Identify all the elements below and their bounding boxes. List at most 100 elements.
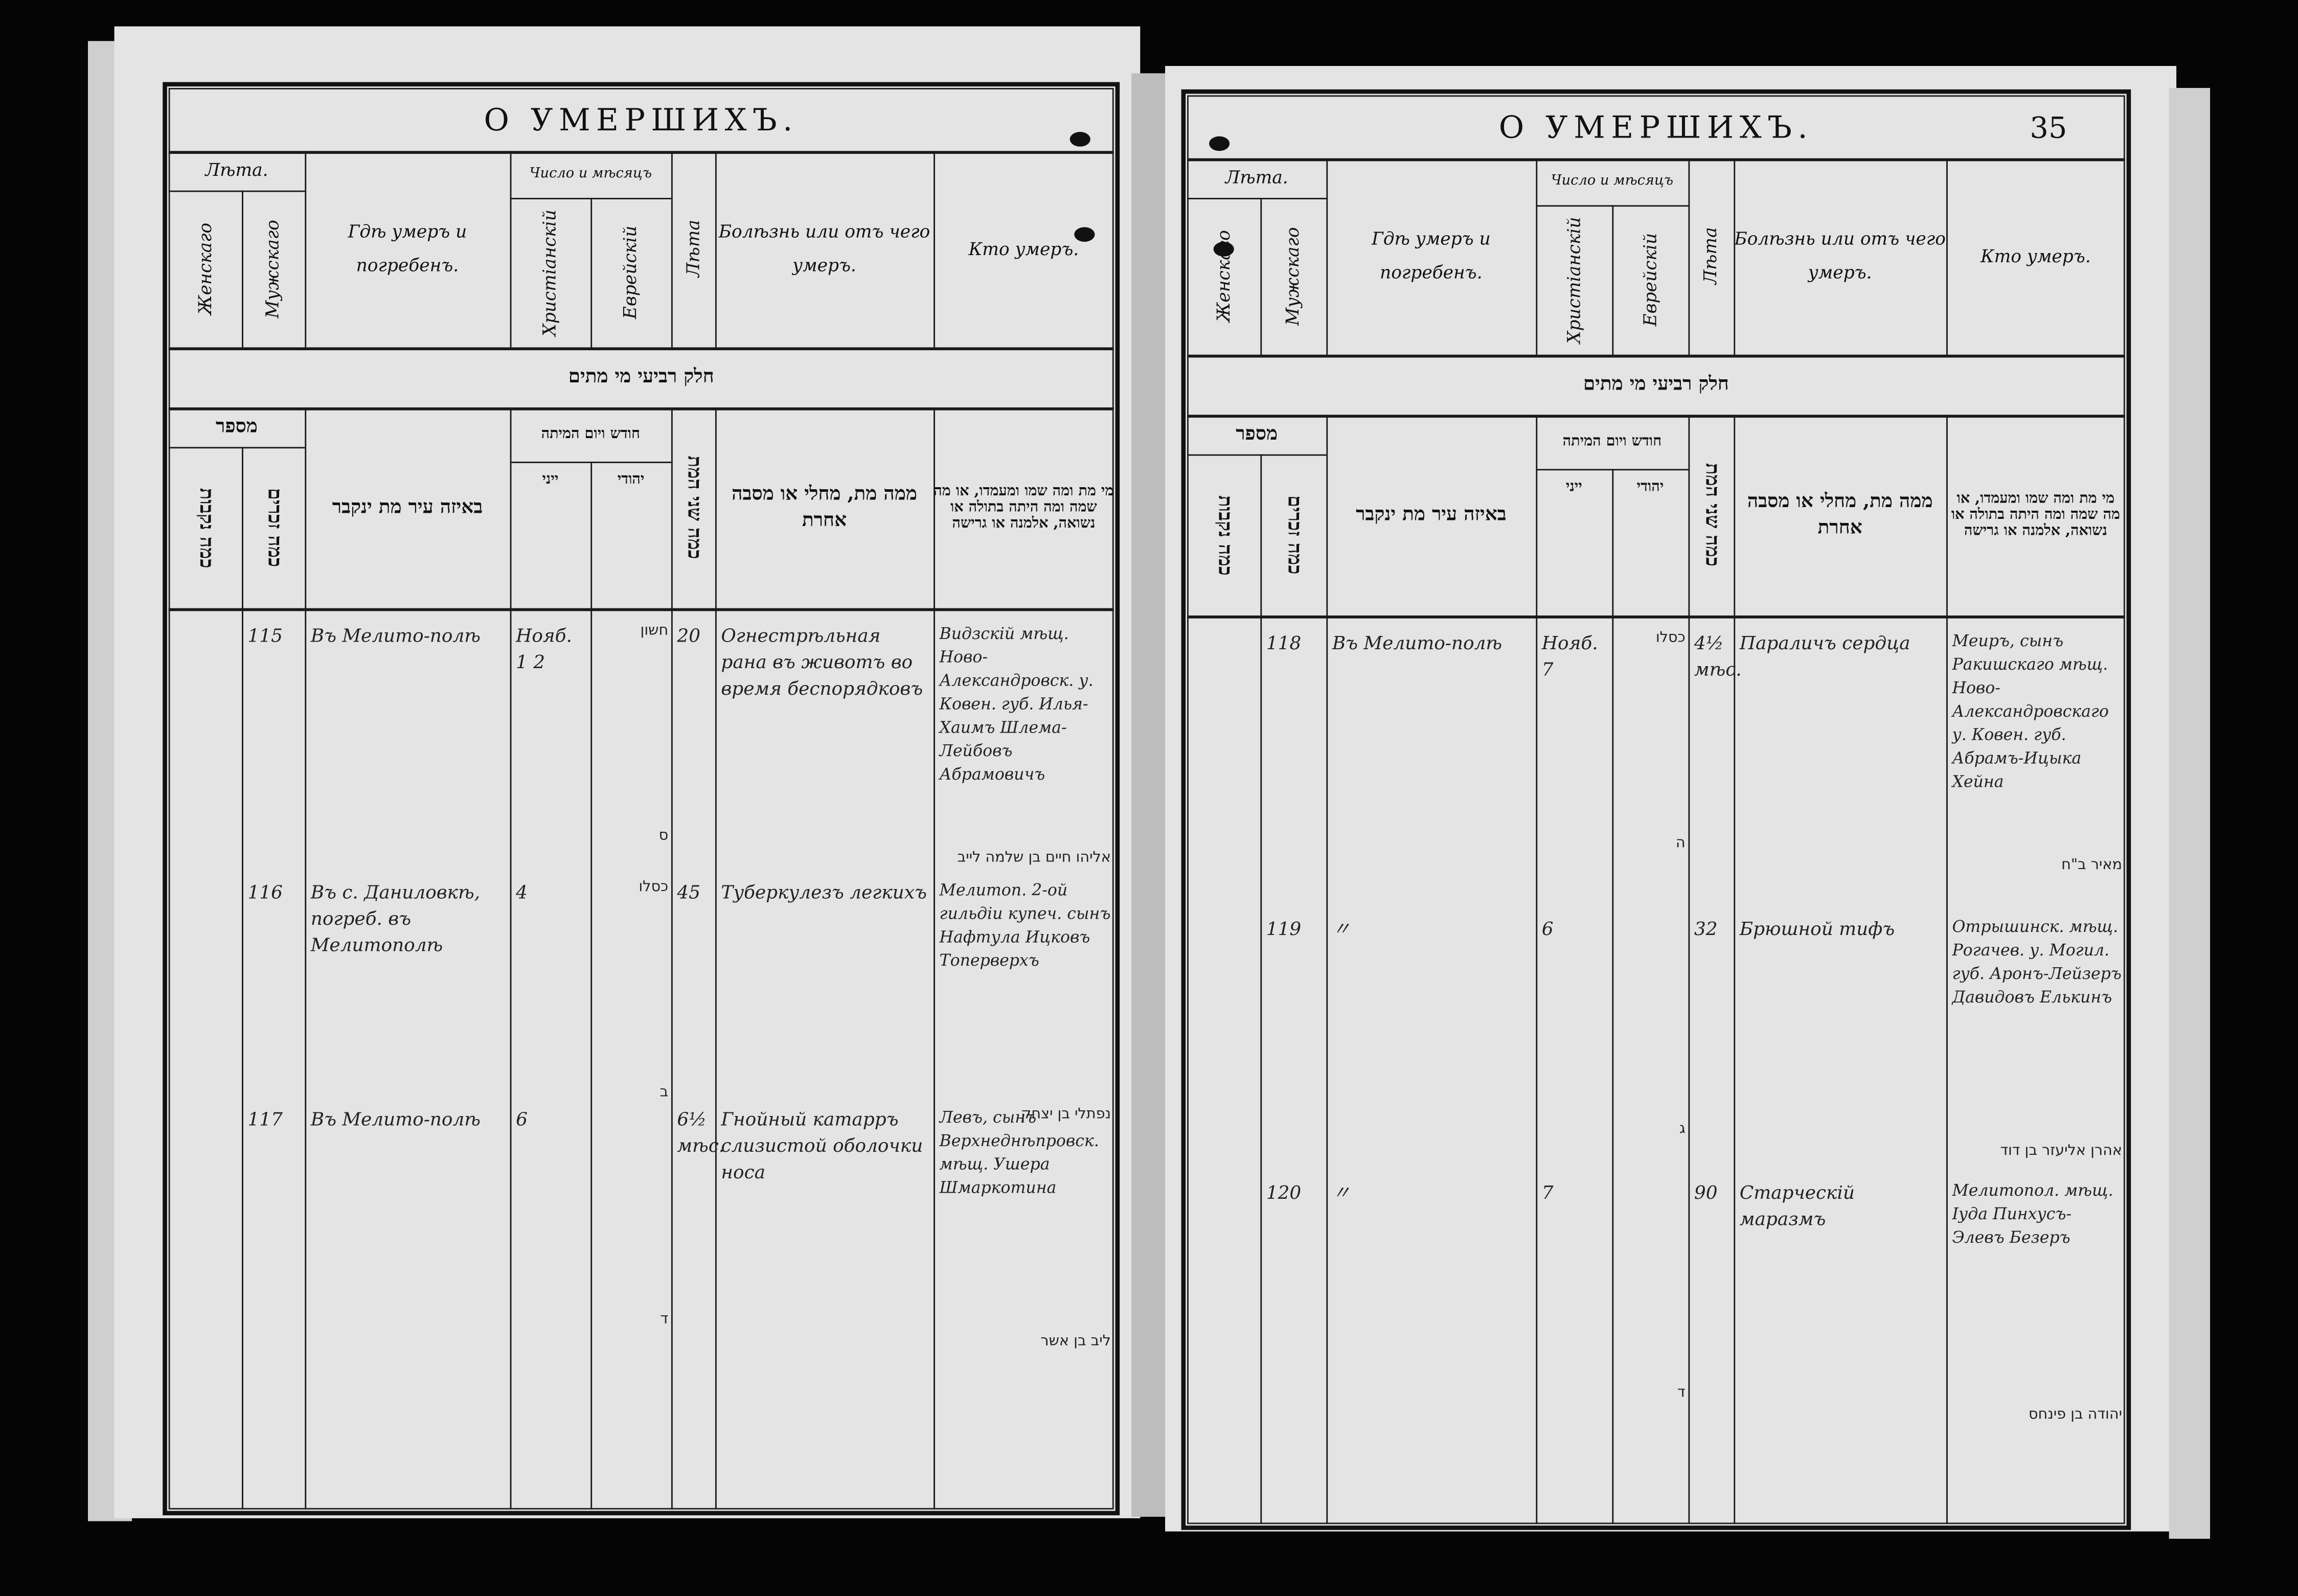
- entry-who-died: Мелитоп. 2-ой гильдіи купеч. сынъ Нафтул…: [939, 880, 1111, 970]
- column-divider: [1612, 205, 1614, 355]
- header-where-died: Гдѣ умеръ и погребенъ.: [348, 221, 467, 276]
- entry-place: Въ Мелито-полѣ: [1332, 631, 1503, 654]
- column-divider: [934, 151, 936, 348]
- entry-jewish-date: חשון: [640, 623, 669, 639]
- he-header-christian: ייני: [542, 472, 559, 488]
- entry-age: 20: [677, 624, 701, 647]
- entry-cause: Гнойный катарръ слизистой оболочки носа: [721, 1108, 923, 1183]
- column-divider: [671, 151, 673, 348]
- column-divider: [671, 407, 673, 1510]
- header-female: Женскаго: [1187, 198, 1260, 355]
- entry-jewish-date: כסלו: [1655, 630, 1686, 647]
- column-divider: [510, 151, 512, 348]
- vertical-label: כמה שני המת: [682, 456, 705, 560]
- entry-number: 116: [247, 880, 283, 903]
- column-divider: [1688, 415, 1691, 1524]
- row-divider: [1187, 415, 2125, 417]
- vertical-label: כמה זכרים: [1283, 495, 1305, 575]
- row-divider: [1187, 454, 1327, 456]
- entry-place: Въ Мелито-полѣ: [310, 1108, 481, 1130]
- entry-jewish-day: ד: [1677, 1385, 1686, 1401]
- he-header-female: כמה נקבות: [169, 447, 242, 608]
- row-divider: [168, 347, 1114, 350]
- header-christian-date: Христіанскій: [510, 198, 591, 347]
- column-divider: [590, 198, 593, 348]
- he-header-christian: ייני: [1565, 479, 1582, 495]
- he-header-number: מספר: [216, 416, 258, 438]
- column-divider: [242, 190, 244, 348]
- row-divider: [1187, 354, 2125, 357]
- column-divider: [1326, 415, 1329, 1524]
- column-divider: [1260, 454, 1263, 1524]
- header-date: Число и мѣсяцъ: [529, 166, 652, 183]
- vertical-label: Мужскаго: [262, 219, 283, 318]
- header-female: Женскаго: [169, 191, 242, 348]
- he-header-where: באיזה עיר מת ינקבר: [1356, 504, 1507, 526]
- he-header-who: מי מת ומה שמו ומעמדו, או מה שמה ומה היתה…: [934, 484, 1114, 532]
- entry-number: 117: [247, 1108, 283, 1130]
- entry-cause: Брюшной тифъ: [1739, 917, 1895, 940]
- entry-who-hebrew: ליב בן אשר: [1040, 1333, 1111, 1350]
- vertical-label: כמה שני המת: [1700, 463, 1723, 567]
- entry-age: 45: [677, 880, 701, 903]
- column-divider: [1612, 469, 1614, 1524]
- he-header-cause: ממה מת, מחלי או מסבה אחרת: [732, 483, 917, 532]
- entry-cause: Туберкулезъ легкихъ: [721, 880, 927, 903]
- he-header-who: מי מת ומה שמו ומעמדו, או מה שמה ומה היתה…: [1951, 491, 2120, 539]
- header-cause: Болѣзнь или отъ чего умеръ.: [1734, 229, 1946, 283]
- column-divider: [305, 407, 307, 1510]
- entry-christian-date: 6: [1541, 917, 1554, 940]
- column-divider: [1688, 158, 1691, 355]
- header-age: Лѣта: [1688, 158, 1734, 355]
- row-divider: [168, 608, 1114, 610]
- vertical-label: כמה נקבות: [1213, 494, 1236, 575]
- entry-christian-date: 6: [516, 1108, 528, 1130]
- entry-jewish-day: ג: [1679, 1121, 1686, 1137]
- column-divider: [1536, 415, 1538, 1524]
- vertical-label: כמה נקבות: [194, 487, 217, 568]
- he-header-age: כמה שני המת: [1688, 415, 1734, 615]
- table-border: [1187, 95, 2125, 1524]
- entry-age: 4½ мѣс.: [1694, 631, 1742, 680]
- entry-number: 118: [1266, 631, 1302, 654]
- column-divider: [242, 447, 244, 1510]
- entry-who-died: Левъ, сынъ Верхнеднѣпровск. мѣщ. Ушера Ш…: [939, 1108, 1099, 1197]
- page-number: 35: [2030, 110, 2067, 145]
- entry-jewish-day: ס: [658, 828, 669, 845]
- header-male: Мужскаго: [1260, 198, 1326, 355]
- he-header-number: מספר: [1236, 423, 1278, 445]
- left-page: [114, 26, 1141, 1518]
- table-frame: [1181, 89, 2131, 1530]
- entry-who-died: Мелитопол. мѣщ. Іуда Пинхусъ-Элевъ Безер…: [1952, 1181, 2113, 1247]
- header-years: Лѣта.: [1225, 167, 1288, 188]
- ink-blot: [1213, 242, 1234, 257]
- entry-jewish-day: ב: [659, 1084, 669, 1101]
- ink-blot: [1074, 227, 1095, 242]
- column-divider: [305, 151, 307, 348]
- page-title: О УМЕРШИХЪ.: [484, 102, 799, 138]
- he-header-jewish: יהודי: [1636, 479, 1664, 495]
- entry-who-hebrew: אליהו חיים בן שלמה לייב: [957, 850, 1111, 867]
- entry-cause: Старческій маразмъ: [1739, 1181, 1855, 1230]
- column-divider: [1946, 158, 1948, 355]
- entry-place: 〃: [1332, 917, 1351, 940]
- he-header-male: כמה זכרים: [1260, 454, 1326, 615]
- vertical-label: Еврейскій: [1639, 233, 1660, 327]
- entry-cause: Огнестрѣльная рана въ животъ во время бе…: [721, 624, 923, 700]
- he-header-jewish: יהודי: [617, 472, 645, 488]
- entry-who-hebrew: אהרן אליעזר בן דוד: [2000, 1143, 2122, 1159]
- entry-place: 〃: [1332, 1181, 1351, 1203]
- vertical-label: Лѣта: [682, 220, 703, 278]
- table-frame: [163, 82, 1120, 1516]
- vertical-label: Еврейскій: [620, 225, 641, 320]
- column-divider: [715, 151, 717, 348]
- row-divider: [168, 447, 305, 449]
- column-divider: [1260, 198, 1263, 355]
- column-divider: [1536, 158, 1538, 355]
- entry-who-died: Видзскій мѣщ. Ново-Александровск. у. Ков…: [939, 624, 1094, 784]
- entry-jewish-date: כסלו: [639, 879, 669, 896]
- entry-jewish-day: ה: [1675, 835, 1686, 852]
- header-where-died: Гдѣ умеръ и погребенъ.: [1371, 229, 1491, 283]
- header-date: Число и мѣсяцъ: [1551, 173, 1674, 190]
- entry-number: 120: [1266, 1181, 1302, 1203]
